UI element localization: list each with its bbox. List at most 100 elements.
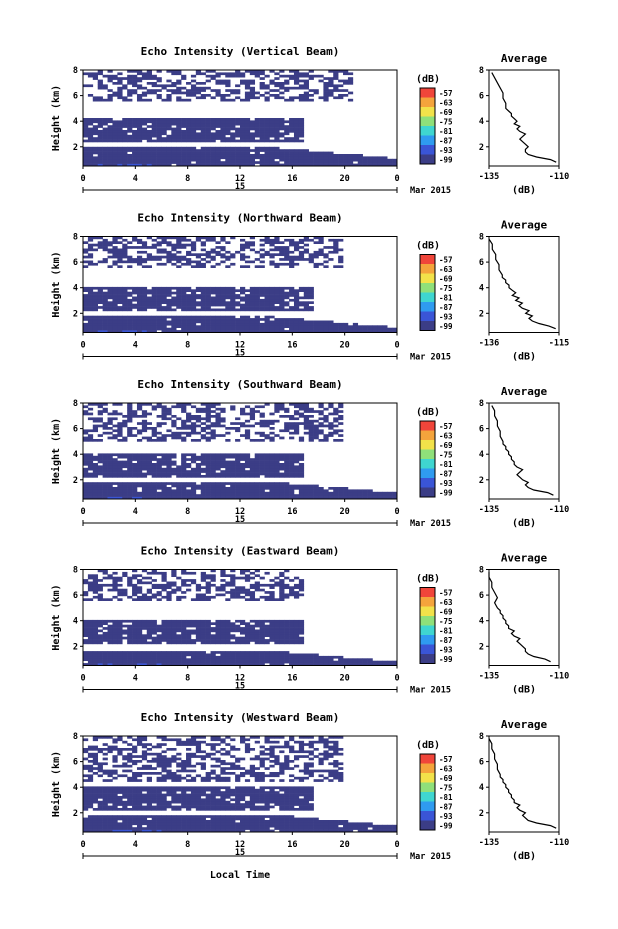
heatmap-cell bbox=[200, 458, 206, 461]
heatmap-cell bbox=[254, 122, 260, 126]
heatmap-cell bbox=[274, 84, 280, 88]
heatmap-cell bbox=[215, 487, 221, 490]
heatmap-cell bbox=[166, 298, 172, 302]
heatmap-cell bbox=[210, 422, 216, 425]
heatmap-cell bbox=[122, 663, 128, 666]
heatmap-cell bbox=[117, 465, 123, 469]
heatmap-cell bbox=[225, 653, 231, 657]
heatmap-cell bbox=[112, 663, 118, 666]
y-axis-label: Height (km) bbox=[50, 251, 62, 317]
heatmap-cell bbox=[186, 424, 192, 428]
heatmap-cell bbox=[83, 786, 89, 790]
heatmap-cell bbox=[200, 149, 206, 152]
heatmap-cell bbox=[146, 163, 152, 167]
heatmap-cell bbox=[205, 631, 211, 635]
colorbar-frame bbox=[419, 254, 436, 331]
heatmap-cell bbox=[298, 455, 305, 459]
heatmap-cell bbox=[289, 238, 295, 242]
heatmap-cell bbox=[289, 455, 295, 459]
heatmap-cell bbox=[333, 250, 339, 254]
heatmap-cell bbox=[151, 636, 157, 640]
heatmap-cell bbox=[97, 322, 103, 326]
heatmap-cell bbox=[259, 419, 265, 423]
heatmap-cell bbox=[392, 660, 398, 664]
heatmap-cell bbox=[244, 465, 251, 469]
heatmap-cell bbox=[382, 491, 388, 495]
heatmap-cell bbox=[181, 322, 187, 326]
heatmap-cell bbox=[190, 472, 197, 476]
heatmap-cell bbox=[132, 134, 138, 138]
heatmap-cell bbox=[176, 241, 182, 244]
heatmap-cell bbox=[303, 156, 309, 160]
heatmap-cell bbox=[298, 403, 305, 406]
heatmap-cell bbox=[318, 156, 324, 160]
heatmap-cell bbox=[97, 137, 103, 140]
heatmap-cell bbox=[176, 482, 182, 485]
heatmap-cell bbox=[333, 70, 339, 73]
heatmap-cell bbox=[107, 660, 113, 664]
heatmap-cell bbox=[83, 808, 89, 811]
heatmap-cell bbox=[264, 403, 270, 406]
heatmap-cell bbox=[289, 308, 295, 312]
heatmap-cell bbox=[298, 120, 305, 124]
heatmap-cell bbox=[200, 294, 206, 297]
heatmap-cell bbox=[92, 303, 99, 307]
heatmap-cell bbox=[83, 260, 89, 264]
x-tick-label: 20 bbox=[340, 341, 350, 351]
heatmap-cell bbox=[284, 429, 290, 433]
heatmap-cell bbox=[102, 151, 108, 155]
heatmap-cell bbox=[146, 472, 152, 476]
heatmap-cell bbox=[279, 330, 285, 333]
heatmap-cell bbox=[127, 325, 133, 328]
heatmap-cell bbox=[112, 151, 118, 155]
heatmap-cell bbox=[230, 308, 236, 312]
y-tick-label: 2 bbox=[73, 476, 78, 486]
heatmap-cell bbox=[161, 330, 167, 333]
heatmap-cell bbox=[269, 651, 275, 654]
heatmap-cell bbox=[254, 250, 260, 254]
heatmap-cell bbox=[347, 163, 354, 167]
heatmap-cell bbox=[186, 583, 192, 587]
heatmap-cell bbox=[166, 301, 172, 304]
heatmap-cell bbox=[112, 581, 118, 585]
heatmap-cell bbox=[289, 306, 295, 309]
heatmap-cell bbox=[87, 805, 94, 809]
heatmap-cell bbox=[186, 658, 192, 661]
heatmap-cell bbox=[102, 132, 108, 136]
heatmap-cell bbox=[97, 786, 103, 790]
heatmap-cell bbox=[303, 407, 309, 411]
heatmap-cell bbox=[244, 130, 251, 133]
profile-y-tick-label: 4 bbox=[479, 284, 484, 294]
heatmap-cell bbox=[284, 318, 290, 321]
heatmap-cell bbox=[83, 298, 89, 302]
heatmap-cell bbox=[274, 122, 280, 126]
heatmap-cell bbox=[127, 260, 133, 264]
heatmap-cell bbox=[274, 636, 280, 640]
heatmap-cell bbox=[367, 330, 373, 333]
heatmap-cell bbox=[122, 151, 128, 155]
heatmap-cell bbox=[122, 158, 128, 162]
heatmap-cell bbox=[215, 154, 221, 157]
heatmap-cell bbox=[303, 86, 309, 90]
heatmap-cell bbox=[87, 760, 94, 763]
heatmap-cell bbox=[161, 248, 167, 252]
heatmap-cell bbox=[303, 149, 309, 152]
heatmap-cell bbox=[244, 431, 251, 435]
heatmap-cell bbox=[357, 663, 363, 666]
heatmap-cell bbox=[92, 158, 99, 162]
heatmap-cell bbox=[269, 431, 275, 435]
heatmap-cell bbox=[112, 636, 118, 640]
heatmap-cell bbox=[97, 820, 103, 823]
heatmap-cell bbox=[122, 120, 128, 124]
heatmap-cell bbox=[303, 494, 309, 497]
x-tick-label: 0 bbox=[394, 674, 399, 684]
heatmap-cell bbox=[127, 298, 133, 302]
heatmap-cell bbox=[195, 82, 202, 85]
heatmap-cell bbox=[254, 581, 260, 585]
heatmap-cell bbox=[161, 472, 167, 476]
heatmap-cell bbox=[264, 149, 270, 152]
heatmap-cell bbox=[293, 258, 300, 261]
heatmap-cell bbox=[313, 241, 319, 244]
heatmap-cell bbox=[293, 86, 300, 90]
heatmap-cell bbox=[215, 407, 221, 411]
